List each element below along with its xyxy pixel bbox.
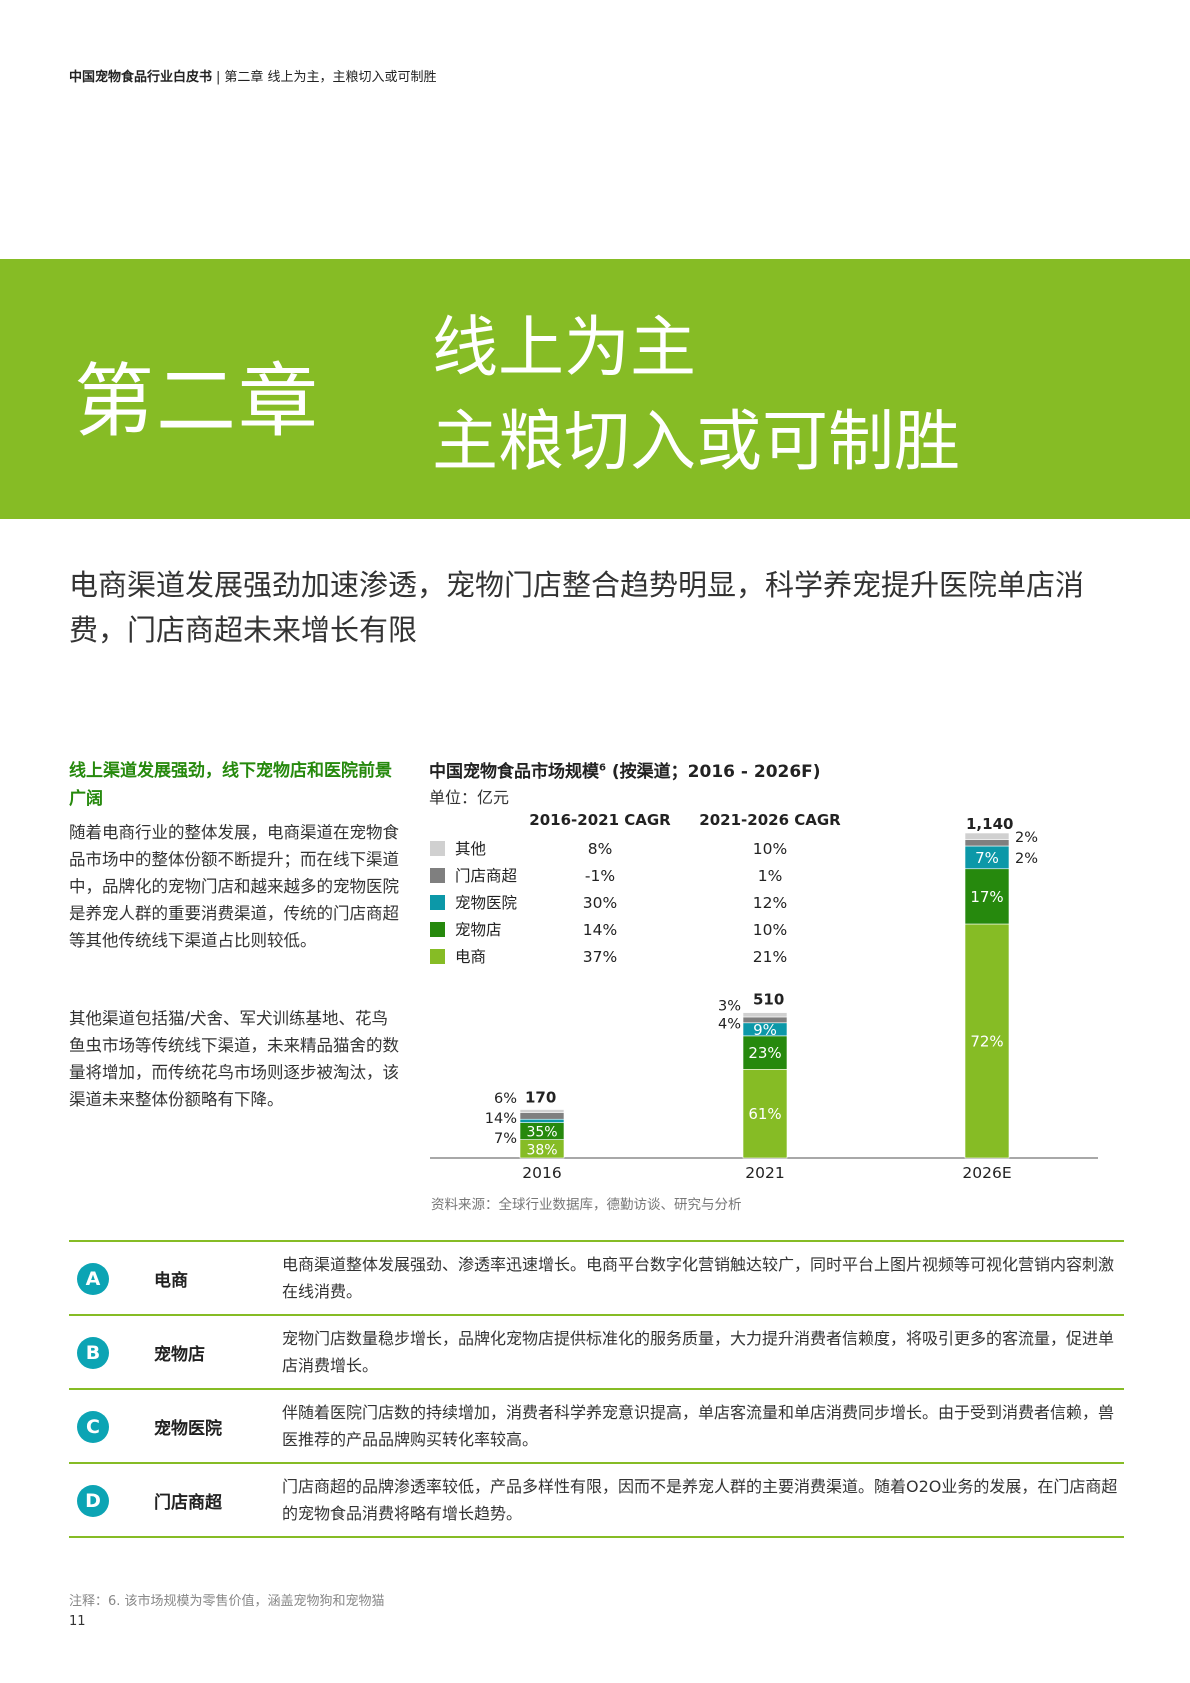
channel-description: 伴随着医院门店数的持续增加，消费者科学养宠意识提高，单店客流量和单店消费同步增长… bbox=[282, 1403, 1115, 1449]
footnote: 注释：6. 该市场规模为零售价值，涵盖宠物狗和宠物猫 bbox=[69, 1594, 385, 1609]
chapter-title-line2: 主粮切入或可制胜 bbox=[432, 403, 960, 480]
chapter-banner: 第二章 线上为主 主粮切入或可制胜 bbox=[0, 259, 1190, 519]
cagr-value: 10% bbox=[753, 840, 787, 858]
chart-source: 资料来源：全球行业数据库，德勤访谈、研究与分析 bbox=[431, 1197, 742, 1213]
channel-badge: B bbox=[77, 1337, 109, 1369]
chapter-title-line1: 线上为主 bbox=[432, 309, 696, 386]
cagr-header: 2016-2021 CAGR bbox=[529, 811, 671, 829]
total-label: 170 bbox=[525, 1089, 556, 1107]
bar-segment bbox=[742, 1069, 788, 1159]
data-label: 2% bbox=[1015, 851, 1038, 867]
chart-unit: 单位：亿元 bbox=[429, 788, 510, 807]
bar-segment bbox=[519, 1112, 565, 1120]
legend-label: 宠物店 bbox=[455, 921, 502, 939]
cagr-value: 12% bbox=[753, 894, 787, 912]
chart-title-text: 中国宠物食品市场规模 bbox=[429, 762, 599, 782]
channel-description: 宠物门店数量稳步增长，品牌化宠物店提供标准化的服务质量，大力提升消费者信赖度，将… bbox=[282, 1329, 1115, 1375]
bar-segment bbox=[964, 832, 1010, 840]
breadcrumb: 中国宠物食品行业白皮书 | 第二章 线上为主，主粮切入或可制胜 bbox=[69, 66, 437, 85]
legend-swatch bbox=[430, 895, 445, 910]
bar-segment bbox=[964, 868, 1010, 925]
cagr-value: 30% bbox=[583, 894, 617, 912]
bar-segment bbox=[964, 839, 1010, 847]
cagr-value: 21% bbox=[753, 948, 787, 966]
bar-segment bbox=[519, 1118, 565, 1123]
channel-description: 电商渠道整体发展强劲、渗透率迅速增长。电商平台数字化营销触达较广，同时平台上图片… bbox=[282, 1255, 1115, 1301]
side-heading: 线上渠道发展强劲，线下宠物店和医院前景广阔 bbox=[69, 761, 392, 809]
legend-label: 电商 bbox=[455, 948, 486, 966]
lead-statement: 电商渠道发展强劲加速渗透，宠物门店整合趋势明显，科学养宠提升医院单店消费，门店商… bbox=[69, 568, 1085, 647]
cagr-value: 8% bbox=[588, 840, 613, 858]
x-tick-label: 2026E bbox=[962, 1164, 1011, 1182]
chart-title-suffix: (按渠道；2016 - 2026F) bbox=[605, 762, 821, 782]
bar-segment bbox=[742, 1012, 788, 1018]
cagr-header: 2021-2026 CAGR bbox=[699, 811, 841, 829]
legend-swatch bbox=[430, 949, 445, 964]
channel-badge: C bbox=[77, 1411, 109, 1443]
chapter-subtitle: 第二章 线上为主，主粮切入或可制胜 bbox=[224, 70, 437, 85]
cagr-value: 14% bbox=[583, 921, 617, 939]
cagr-value: 37% bbox=[583, 948, 617, 966]
chapter-title: 线上为主 主粮切入或可制胜 bbox=[432, 301, 960, 489]
channel-name: 门店商超 bbox=[154, 1493, 222, 1513]
channel-row: B 宠物店 宠物门店数量稳步增长，品牌化宠物店提供标准化的服务质量，大力提升消费… bbox=[69, 1316, 1124, 1390]
channel-row: D 门店商超 门店商超的品牌渗透率较低，产品多样性有限，因而不是养宠人群的主要消… bbox=[69, 1464, 1124, 1538]
total-label: 1,140 bbox=[966, 815, 1013, 833]
legend-label: 门店商超 bbox=[455, 867, 518, 885]
chart-title: 中国宠物食品市场规模6 (按渠道；2016 - 2026F) bbox=[429, 757, 821, 782]
legend-swatch bbox=[430, 841, 445, 856]
data-label: 14% bbox=[485, 1111, 517, 1127]
channel-list: A 电商 电商渠道整体发展强劲、渗透率迅速增长。电商平台数字化营销触达较广，同时… bbox=[69, 1240, 1124, 1538]
cagr-value: 10% bbox=[753, 921, 787, 939]
data-label: 3% bbox=[718, 999, 741, 1015]
data-label: 23% bbox=[748, 1044, 781, 1062]
x-tick-label: 2016 bbox=[522, 1164, 561, 1182]
legend-swatch bbox=[430, 868, 445, 883]
data-label: 4% bbox=[718, 1017, 741, 1033]
total-label: 510 bbox=[753, 991, 784, 1009]
data-label: 17% bbox=[970, 888, 1003, 906]
chart-title-footnote-ref: 6 bbox=[599, 762, 606, 774]
channel-name: 宠物店 bbox=[154, 1345, 205, 1365]
channel-row: A 电商 电商渠道整体发展强劲、渗透率迅速增长。电商平台数字化营销触达较广，同时… bbox=[69, 1242, 1124, 1316]
data-label: 7% bbox=[494, 1131, 517, 1147]
legend-swatch bbox=[430, 922, 445, 937]
chapter-number: 第二章 bbox=[74, 355, 320, 448]
bar-segment bbox=[964, 923, 1010, 1159]
page-number: 11 bbox=[69, 1614, 86, 1629]
legend-label: 其他 bbox=[455, 840, 486, 858]
data-label: 61% bbox=[748, 1105, 781, 1123]
side-paragraph-1: 随着电商行业的整体发展，电商渠道在宠物食品市场中的整体份额不断提升；而在线下渠道… bbox=[69, 823, 399, 950]
data-label: 6% bbox=[494, 1091, 517, 1107]
channel-name: 宠物医院 bbox=[154, 1419, 222, 1439]
data-label: 72% bbox=[970, 1033, 1003, 1051]
channel-row: C 宠物医院 伴随着医院门店数的持续增加，消费者科学养宠意识提高，单店客流量和单… bbox=[69, 1390, 1124, 1464]
channel-description: 门店商超的品牌渗透率较低，产品多样性有限，因而不是养宠人群的主要消费渠道。随着O… bbox=[282, 1477, 1118, 1523]
data-label: 2% bbox=[1015, 830, 1038, 846]
report-title: 中国宠物食品行业白皮书 bbox=[69, 70, 213, 85]
breadcrumb-separator: | bbox=[216, 70, 221, 85]
channel-badge: A bbox=[77, 1263, 109, 1295]
x-tick-label: 2021 bbox=[745, 1164, 784, 1182]
data-label: 38% bbox=[526, 1142, 557, 1158]
data-label: 7% bbox=[975, 849, 999, 867]
market-size-chart: 2016-2021 CAGR 2021-2026 CAGR 其他 8% 10% 门店商超 -… bbox=[430, 811, 1098, 1182]
side-paragraph-2: 其他渠道包括猫/犬舍、军犬训练基地、花鸟鱼虫市场等传统线下渠道，未来精品猫舍的数… bbox=[69, 1009, 399, 1109]
legend-label: 宠物医院 bbox=[455, 893, 517, 912]
channel-badge: D bbox=[77, 1485, 109, 1517]
bar-segment bbox=[519, 1109, 565, 1113]
data-label: 9% bbox=[753, 1021, 777, 1039]
channel-name: 电商 bbox=[154, 1271, 188, 1291]
data-label: 35% bbox=[526, 1125, 557, 1141]
cagr-value: -1% bbox=[585, 867, 615, 885]
bar-segment bbox=[742, 1035, 788, 1070]
cagr-value: 1% bbox=[758, 867, 783, 885]
